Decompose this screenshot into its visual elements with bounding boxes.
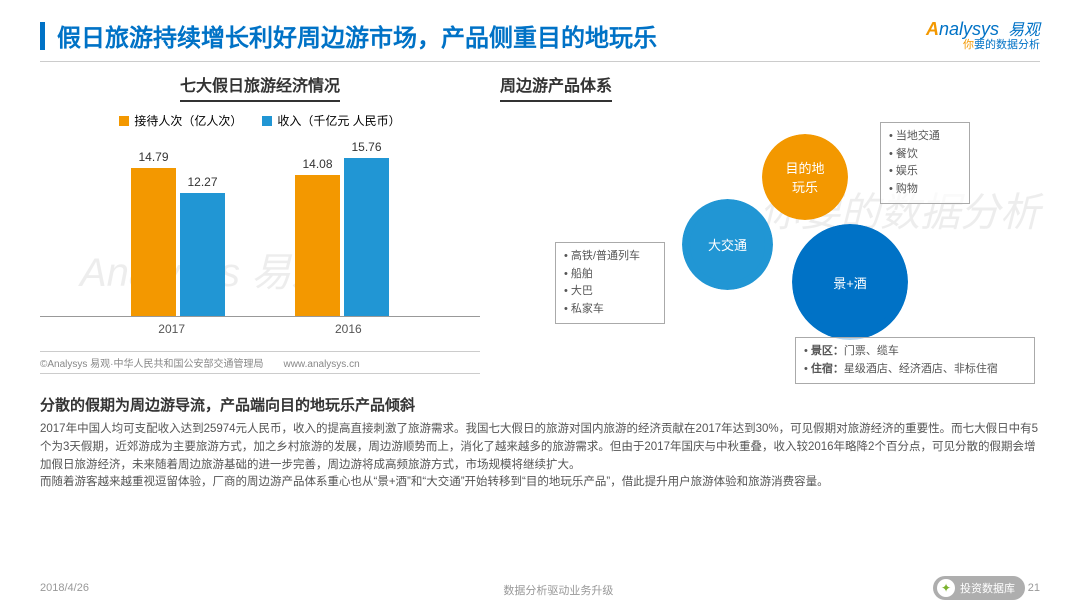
footer-date: 2018/4/26: [40, 582, 89, 598]
bar: 12.27: [180, 193, 225, 316]
diagram-panel: 周边游产品体系 目的地 玩乐大交通景+酒 • 当地交通• 餐饮• 娱乐• 购物 • …: [480, 72, 1040, 382]
bar-group: 14.7912.27: [131, 168, 225, 316]
x-axis-labels: 2017 2016: [40, 322, 480, 336]
bar-value-label: 12.27: [180, 175, 225, 189]
bar: 15.76: [344, 158, 389, 316]
x-label: 2016: [335, 322, 362, 336]
bar-value-label: 14.08: [295, 157, 340, 171]
bar-value-label: 15.76: [344, 140, 389, 154]
subtitle: 分散的假期为周边游导流，产品端向目的地玩乐产品倾斜: [40, 394, 1040, 415]
chart-title: 七大假日旅游经济情况: [180, 72, 340, 102]
chart-source: ©Analysys 易观·中华人民共和国公安部交通管理局 www.analysy…: [40, 351, 480, 374]
header-accent-bar: [40, 22, 45, 50]
legend-item: 接待人次（亿人次）: [119, 112, 242, 129]
gear-node: 景+酒: [800, 232, 900, 332]
chart-legend: 接待人次（亿人次） 收入（千亿元 人民币）: [40, 112, 480, 129]
slide-title: 假日旅游持续增长利好周边游市场，产品侧重目的地玩乐: [57, 18, 926, 53]
wechat-icon: ✦: [937, 579, 955, 597]
diagram-title: 周边游产品体系: [500, 72, 612, 102]
x-label: 2017: [158, 322, 185, 336]
info-box: • 景区：门票、缆车• 住宿：星级酒店、经济酒店、非标住宿: [795, 337, 1035, 384]
footer: 2018/4/26 数据分析驱动业务升级 21: [0, 582, 1080, 598]
bar: 14.08: [295, 175, 340, 316]
gear-node: 目的地 玩乐: [770, 142, 840, 212]
gear-node: 大交通: [690, 207, 765, 282]
chart-panel: 七大假日旅游经济情况 接待人次（亿人次）收入（千亿元 人民币） 14.7912.…: [40, 72, 480, 382]
bar-group: 14.0815.76: [295, 158, 389, 316]
brand-logo: Analysys 易观 你要的数据分析: [926, 20, 1040, 52]
bar: 14.79: [131, 168, 176, 316]
legend-item: 收入（千亿元 人民币）: [262, 112, 400, 129]
bar-chart: 14.7912.2714.0815.76: [40, 137, 480, 317]
footer-center: 数据分析驱动业务升级: [503, 582, 613, 598]
info-box: • 当地交通• 餐饮• 娱乐• 购物: [880, 122, 970, 204]
wechat-label: 投资数据库: [960, 580, 1015, 596]
info-box: • 高铁/普通列车• 船舶• 大巴• 私家车: [555, 242, 665, 324]
slide-header: 假日旅游持续增长利好周边游市场，产品侧重目的地玩乐 Analysys 易观 你要…: [0, 0, 1080, 61]
bar-value-label: 14.79: [131, 150, 176, 164]
gear-diagram: 目的地 玩乐大交通景+酒 • 当地交通• 餐饮• 娱乐• 购物 • 高铁/普通列车•…: [500, 112, 1040, 382]
body-text: 2017年中国人均可支配收入达到25974元人民币，收入的提高直接刺激了旅游需求…: [40, 421, 1040, 492]
wechat-badge[interactable]: ✦ 投资数据库: [933, 576, 1025, 600]
footer-page: 21: [1028, 582, 1040, 598]
